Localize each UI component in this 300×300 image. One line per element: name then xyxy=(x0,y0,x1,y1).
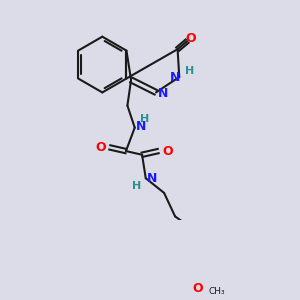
Text: O: O xyxy=(185,32,196,45)
Text: H: H xyxy=(132,181,142,190)
Text: N: N xyxy=(170,70,181,83)
Text: N: N xyxy=(136,120,146,133)
Text: O: O xyxy=(95,141,106,154)
Text: N: N xyxy=(146,172,157,185)
Text: O: O xyxy=(162,145,172,158)
Text: N: N xyxy=(158,87,168,100)
Text: O: O xyxy=(193,282,203,295)
Text: H: H xyxy=(140,114,150,124)
Text: H: H xyxy=(185,66,194,76)
Text: CH₃: CH₃ xyxy=(209,287,226,296)
